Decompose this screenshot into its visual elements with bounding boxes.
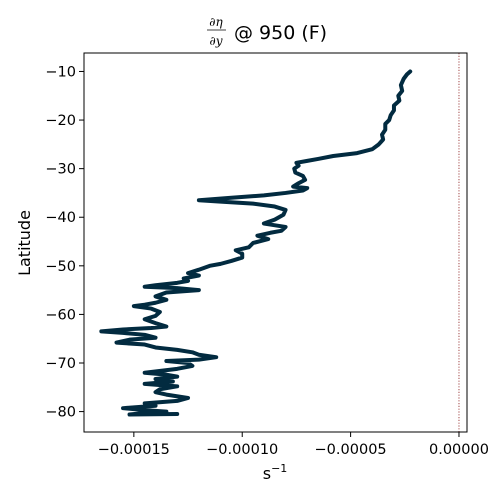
chart-title: ∂η ∂y @ 950 (F) xyxy=(207,15,327,48)
series-group xyxy=(99,69,413,417)
axes-frame xyxy=(83,52,468,433)
x-axis-ticks: −0.00015 −0.00010 −0.00005 0.00000 xyxy=(98,432,489,458)
title-text: @ 950 (F) xyxy=(234,22,327,44)
y-tick-label-0: −10 xyxy=(45,64,76,80)
y-tick-label-3: −40 xyxy=(45,210,76,226)
x-tick-label-1: −0.00010 xyxy=(206,442,278,458)
x-axis-label: s−1 xyxy=(263,462,288,483)
plot-area xyxy=(83,52,468,433)
x-tick-label-3: 0.00000 xyxy=(429,442,489,458)
y-axis-ticks: −10 −20 −30 −40 −50 −60 −70 −80 xyxy=(45,64,84,421)
y-tick-label-4: −50 xyxy=(45,259,76,275)
x-tick-label-2: −0.00005 xyxy=(315,442,387,458)
x-tick-label-0: −0.00015 xyxy=(98,442,170,458)
y-tick-label-6: −70 xyxy=(45,356,76,372)
title-fraction-numerator: ∂η xyxy=(209,15,223,29)
series-line-0 xyxy=(99,69,413,417)
x-axis-label-base: s xyxy=(263,464,271,483)
y-tick-label-2: −30 xyxy=(45,162,76,178)
y-tick-label-1: −20 xyxy=(45,113,76,129)
x-axis-label-exponent: −1 xyxy=(271,462,287,475)
title-fraction-denominator: ∂y xyxy=(210,34,223,48)
y-tick-label-7: −80 xyxy=(45,405,76,421)
y-tick-label-5: −60 xyxy=(45,307,76,323)
y-axis-label: Latitude xyxy=(15,210,34,276)
